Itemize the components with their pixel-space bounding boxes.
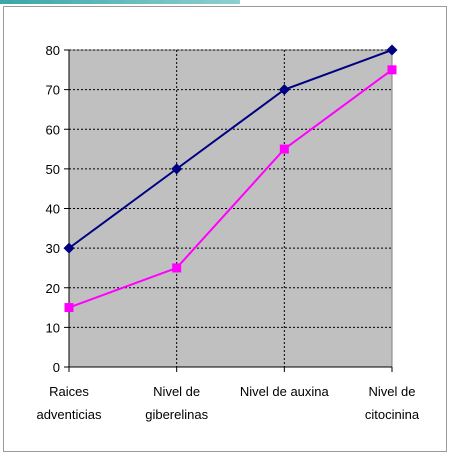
y-tick-label: 70: [46, 83, 60, 98]
data-point-square: [64, 303, 74, 313]
data-point-diamond: [171, 163, 183, 175]
data-point-square: [279, 144, 289, 154]
x-tick-label: Raices adventicias: [36, 384, 102, 422]
y-tick-label: 10: [46, 320, 60, 335]
y-tick-label: 50: [46, 162, 60, 177]
series-line-2: [68, 69, 393, 309]
x-tick-label: Nivel de auxina: [240, 384, 330, 399]
data-point-diamond: [63, 242, 75, 254]
y-tick-label: 20: [46, 281, 60, 296]
x-tick-label: Nivel de citocinina: [365, 384, 420, 422]
data-point-diamond: [278, 84, 290, 96]
y-tick-label: 40: [46, 202, 60, 217]
x-tick-label: Nivel de giberelinas: [145, 384, 208, 422]
y-tick-label: 30: [46, 241, 60, 256]
data-point-square: [387, 65, 397, 75]
data-point-square: [172, 263, 182, 273]
y-tick-label: 80: [46, 43, 60, 58]
y-tick-label: 60: [46, 122, 60, 137]
data-point-diamond: [386, 44, 398, 56]
top-accent-strip: [0, 0, 240, 4]
y-tick-label: 0: [53, 360, 60, 375]
series-line-1: [68, 49, 393, 249]
